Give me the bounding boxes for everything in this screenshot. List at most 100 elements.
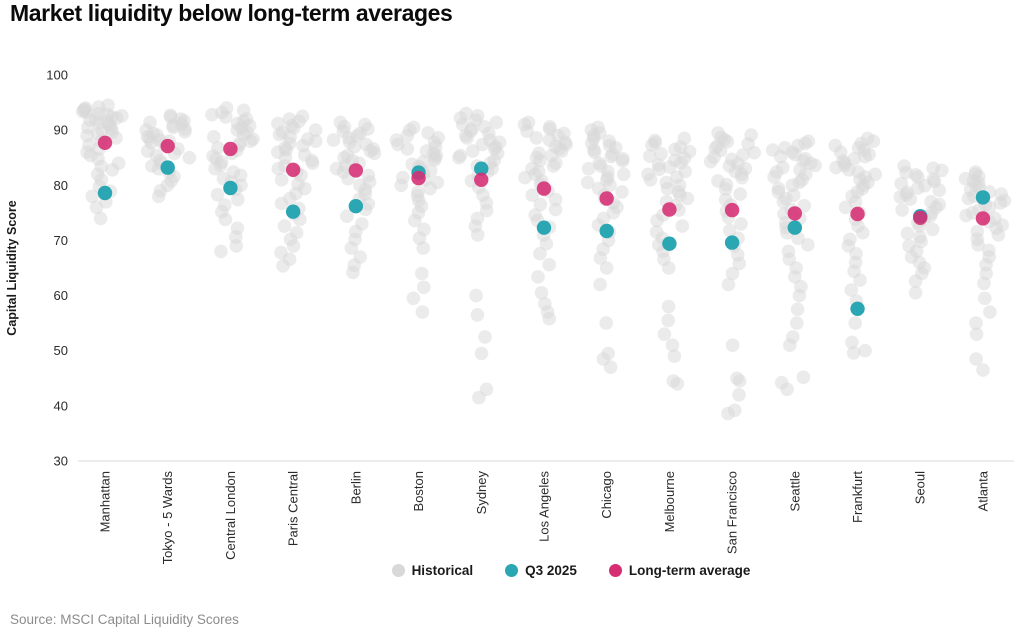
q3-2025-dot (850, 301, 865, 316)
historical-dot (208, 161, 222, 176)
historical-dot (721, 406, 735, 421)
historical-dot (182, 150, 197, 165)
historical-dot (151, 189, 166, 204)
q3-2025-dot (599, 223, 614, 239)
city-column: Seattle (765, 134, 822, 511)
historical-dot (665, 338, 680, 353)
historical-dot (415, 266, 429, 281)
historical-dot (93, 211, 108, 226)
historical-dot (539, 236, 554, 251)
historical-dot (489, 115, 504, 130)
source-note: Source: MSCI Capital Liquidity Scores (10, 612, 239, 627)
city-label: Tokyo - 5 Wards (160, 470, 175, 564)
historical-dot (615, 154, 630, 168)
historical-dot (660, 181, 675, 196)
long-term-average-dot (285, 162, 301, 177)
historical-dot (529, 131, 544, 145)
historical-dot (983, 305, 997, 319)
q3-2025-dot (724, 235, 740, 250)
city-label: Atlanta (975, 470, 990, 511)
historical-dot (725, 266, 740, 281)
historical-dot (271, 161, 286, 176)
q3-2025-dot (662, 236, 677, 251)
historical-dot (908, 274, 923, 288)
historical-dot (668, 142, 682, 157)
historical-dot (400, 142, 415, 156)
historical-dot (452, 150, 466, 165)
historical-dot (848, 195, 863, 209)
historical-dot (400, 128, 415, 143)
historical-dot (866, 134, 881, 148)
historical-dot (845, 335, 859, 350)
historical-dot (604, 149, 618, 164)
historical-dot (469, 288, 483, 303)
historical-dot (408, 213, 422, 228)
historical-dot (783, 338, 797, 353)
historical-dot (518, 170, 532, 185)
long-term-average-dot (411, 170, 426, 186)
q3-2025-legend-dot-icon (505, 564, 519, 577)
historical-dot (935, 163, 949, 178)
city-label: Chicago (599, 471, 614, 519)
long-term-average-dot (724, 202, 740, 218)
historical-dot (479, 203, 494, 218)
historical-dot (670, 377, 685, 391)
historical-dot (460, 131, 474, 145)
historical-dot (767, 170, 781, 184)
historical-dot (548, 202, 563, 217)
historical-dot (900, 226, 915, 241)
historical-dot (308, 123, 323, 137)
historical-dot (274, 173, 289, 187)
historical-dot (344, 241, 359, 255)
city-column: Atlanta (958, 165, 1012, 511)
historical-dot (971, 238, 985, 252)
historical-dot (797, 198, 812, 213)
city-column: Chicago (580, 120, 631, 519)
city-column: Berlin (326, 115, 382, 504)
historical-dot (533, 197, 548, 212)
city-column: Seoul (893, 159, 949, 504)
historical-dot (645, 138, 659, 152)
city-label: Seoul (913, 471, 928, 504)
historical-dot (977, 276, 991, 291)
historical-dot (732, 388, 746, 402)
historical-dot (427, 153, 442, 167)
historical-dot (243, 134, 258, 148)
historical-dot (616, 167, 631, 182)
historical-dot (346, 265, 360, 280)
city-column: Boston (389, 120, 446, 511)
q3-2025-dot (285, 204, 301, 219)
historical-dot (961, 191, 976, 206)
y-tick-label: 60 (54, 288, 68, 303)
historical-dot (808, 158, 822, 173)
historical-dot (478, 330, 492, 344)
y-tick-label: 30 (54, 453, 68, 468)
historical-dot (650, 213, 664, 228)
historical-dot (733, 187, 747, 201)
legend-item-long-term-average: Long-term average (608, 563, 750, 578)
q3-2025-dot (536, 220, 552, 235)
legend-item-q3-2025: Q3 2025 (505, 563, 577, 578)
historical-dot (790, 316, 804, 330)
historical-dot (661, 261, 676, 275)
historical-dot (643, 149, 657, 163)
historical-dot (773, 149, 788, 164)
historical-dot (932, 183, 946, 197)
long-term-average-dot (850, 206, 865, 222)
historical-dot (969, 316, 983, 330)
historical-dot (581, 161, 596, 176)
historical-dot (394, 178, 409, 193)
historical-dot (982, 200, 997, 215)
historical-dot (105, 163, 120, 177)
chart-title: Market liquidity below long-term average… (10, 0, 453, 26)
long-term-average-dot (223, 141, 238, 157)
y-tick-label: 100 (46, 68, 68, 83)
y-tick-label: 50 (54, 343, 68, 358)
legend-label-historical: Historical (411, 563, 474, 578)
long-term-average-dot (348, 163, 364, 178)
historical-dot (925, 222, 940, 237)
historical-dot (554, 144, 569, 158)
city-column: Melbourne (641, 131, 697, 532)
historical-dot (652, 162, 666, 177)
historical-dot (89, 200, 104, 215)
